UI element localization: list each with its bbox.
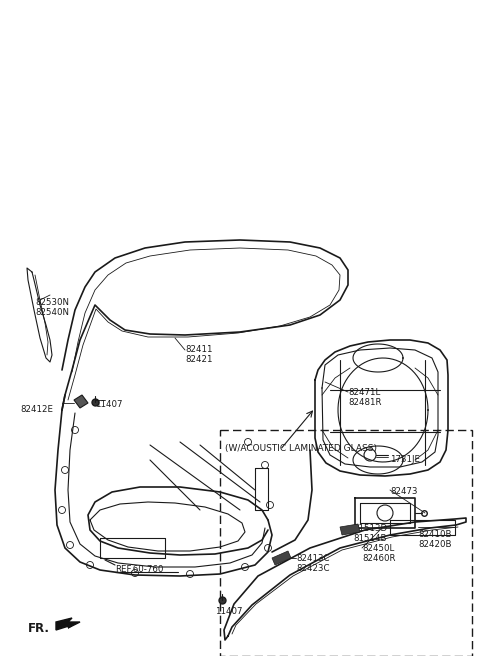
Text: 82412E: 82412E [20, 405, 53, 414]
Text: 82471L
82481R: 82471L 82481R [348, 388, 382, 407]
Text: 11407: 11407 [95, 400, 122, 409]
Text: 82411
82421: 82411 82421 [185, 345, 213, 364]
Polygon shape [272, 551, 291, 565]
Text: REF.60-760: REF.60-760 [115, 565, 163, 574]
Polygon shape [56, 618, 80, 630]
Text: 82450L
82460R: 82450L 82460R [362, 544, 396, 564]
Text: 82530N
82540N: 82530N 82540N [35, 298, 69, 318]
Text: (W/ACOUSTIC LAMINATED GLASS): (W/ACOUSTIC LAMINATED GLASS) [225, 444, 377, 453]
Polygon shape [340, 524, 360, 535]
Polygon shape [74, 395, 88, 408]
Text: 82410B
82420B: 82410B 82420B [418, 530, 452, 550]
Text: 82413C
82423C: 82413C 82423C [296, 554, 329, 573]
Text: 82473: 82473 [390, 487, 418, 496]
Text: 81513D
81514B: 81513D 81514B [353, 524, 387, 543]
Text: 1731JE: 1731JE [390, 455, 420, 464]
Bar [220, 430, 472, 656]
Text: FR.: FR. [28, 622, 50, 635]
Text: 11407: 11407 [215, 607, 242, 616]
